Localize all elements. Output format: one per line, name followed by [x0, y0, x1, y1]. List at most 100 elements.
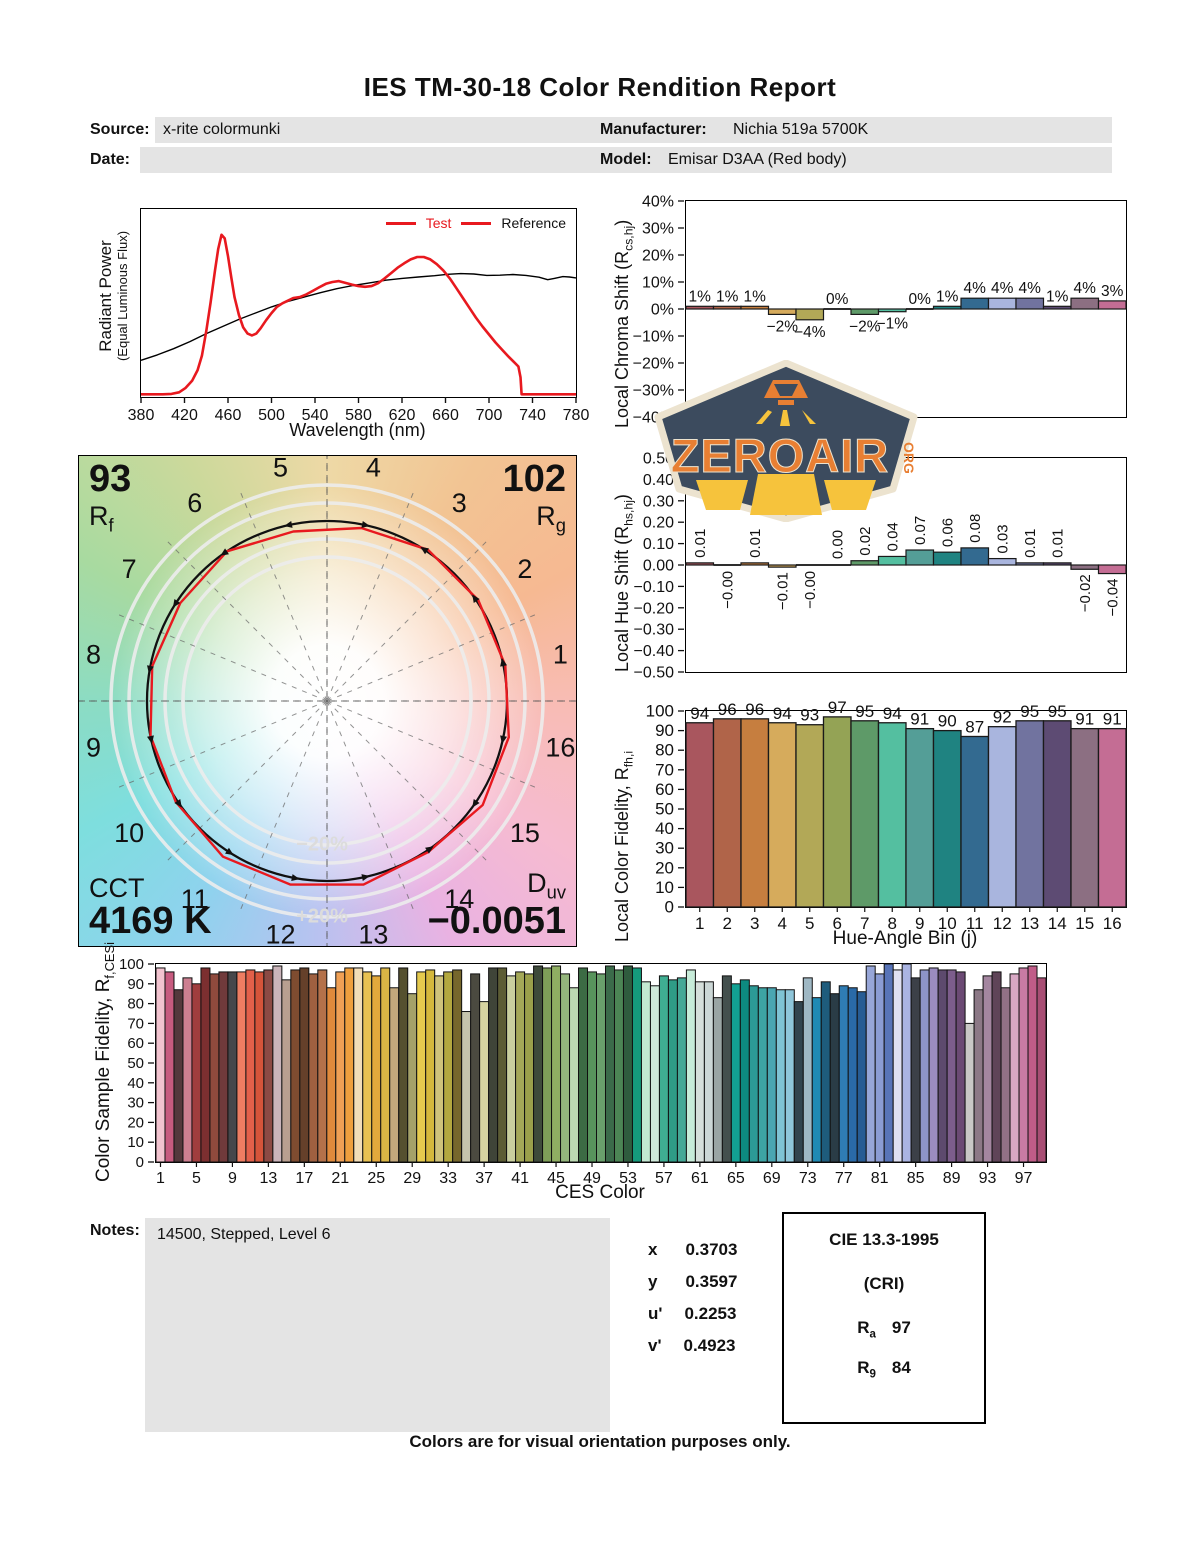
svg-text:460: 460 [215, 407, 242, 424]
local-fidelity-canvas: 1009080706050403020100941962963944935976… [646, 698, 1127, 933]
svg-text:1%: 1% [716, 288, 739, 305]
x-coordinate-row: x 0.3703 [648, 1240, 738, 1259]
svg-text:6: 6 [187, 488, 202, 518]
notes-label: Notes: [90, 1222, 140, 1239]
test-line-swatch [385, 221, 416, 225]
svg-text:80: 80 [655, 741, 674, 760]
cct-label: CCT [89, 872, 145, 903]
svg-text:37: 37 [475, 1170, 493, 1187]
zeroair-logo-text: ZEROAIR [671, 429, 890, 482]
svg-text:8: 8 [888, 914, 897, 933]
svg-text:69: 69 [763, 1170, 781, 1187]
notes-box: 14500, Stepped, Level 6 [145, 1218, 610, 1432]
ces-chart: 100 90 80 70 60 50 40 30 20 10 0 1 5 9 13 17 21 25 29 33 37 4… [119, 956, 1047, 1187]
svg-text:40: 40 [127, 1075, 144, 1092]
svg-text:16: 16 [1103, 914, 1122, 933]
svg-text:−0.50: −0.50 [634, 665, 675, 682]
svg-text:10: 10 [127, 1134, 144, 1151]
svg-text:45: 45 [547, 1170, 565, 1187]
hue-shift-chart: 0.50 0.40 0.30 0.20 0.10 0.00 −0.10 −0.20 −0.30−… [634, 451, 1127, 682]
svg-text:0%: 0% [651, 302, 674, 319]
rf-label: Rf [89, 501, 114, 536]
svg-text:85: 85 [907, 1170, 925, 1187]
svg-text:77: 77 [835, 1170, 853, 1187]
svg-text:−2%: −2% [767, 318, 799, 335]
chroma-shift-canvas: 40%30%20%10%0%−10%−20%−30%−40%1% 1% 1%−2%−… [633, 194, 1127, 427]
rg-value: 102 [502, 458, 566, 500]
source-label: Source: [90, 121, 150, 138]
cri-title: CIE 13.3-1995 [829, 1230, 939, 1249]
svg-text:91: 91 [910, 710, 929, 729]
svg-text:1%: 1% [936, 288, 959, 305]
date-value [140, 147, 741, 173]
svg-text:10%: 10% [642, 275, 674, 292]
rf-value: 93 [89, 458, 132, 500]
rg-label: Rg [536, 501, 566, 536]
svg-text:0.01: 0.01 [747, 529, 764, 558]
svg-text:12: 12 [266, 919, 296, 946]
manufacturer-value: Nichia 519a 5700K [725, 117, 1112, 143]
footer-disclaimer: Colors are for visual orientation purpos… [409, 1432, 791, 1451]
svg-text:3: 3 [750, 914, 759, 933]
svg-text:2: 2 [723, 914, 732, 933]
cct-value: 4169 K [89, 900, 212, 942]
svg-text:57: 57 [655, 1170, 673, 1187]
ces-x-axis-label: CES Color [555, 1182, 645, 1203]
svg-text:53: 53 [619, 1170, 637, 1187]
hue-shift-canvas: 0.500.400.300.200.100.00−0.10−0.20−0.30−… [634, 451, 1127, 682]
svg-text:0.01: 0.01 [1022, 529, 1039, 558]
svg-text:0.40: 0.40 [643, 472, 674, 489]
svg-text:41: 41 [511, 1170, 529, 1187]
svg-text:0%: 0% [826, 291, 849, 308]
svg-text:13: 13 [358, 919, 388, 946]
svg-text:10: 10 [655, 878, 674, 897]
svg-text:20: 20 [655, 858, 674, 877]
spd-x-axis-label: Wavelength (nm) [289, 420, 426, 440]
svg-text:40%: 40% [642, 194, 674, 211]
svg-text:5: 5 [273, 456, 288, 483]
date-label: Date: [90, 151, 131, 168]
svg-text:30: 30 [127, 1095, 144, 1112]
svg-text:20: 20 [127, 1114, 144, 1131]
plus-20-ring-label: +20% [296, 905, 348, 928]
legend-reference-label: Reference [501, 215, 566, 231]
svg-text:3: 3 [452, 488, 467, 518]
svg-text:15: 15 [1075, 914, 1094, 933]
svg-text:80: 80 [127, 996, 144, 1013]
svg-text:21: 21 [331, 1170, 349, 1187]
svg-text:540: 540 [302, 407, 329, 424]
svg-text:8: 8 [86, 640, 101, 670]
local-fidelity-x-axis-label: Hue-Angle Bin (j) [832, 928, 978, 949]
svg-text:5: 5 [805, 914, 814, 933]
color-vector-graphic: 1 2 3 4 5 6 7 8 9 10 11 12 13 14 15 16 93 Rf 102 Rg CCT… [78, 455, 577, 947]
svg-text:580: 580 [345, 407, 372, 424]
svg-text:0.02: 0.02 [857, 527, 874, 556]
svg-text:10: 10 [114, 818, 144, 848]
svg-text:89: 89 [943, 1170, 961, 1187]
svg-text:0.00: 0.00 [643, 558, 674, 575]
svg-text:60: 60 [655, 780, 674, 799]
svg-text:81: 81 [871, 1170, 889, 1187]
svg-text:1: 1 [695, 914, 704, 933]
svg-text:94: 94 [883, 704, 902, 723]
svg-text:0%: 0% [909, 291, 932, 308]
svg-text:660: 660 [432, 407, 459, 424]
svg-text:7: 7 [122, 554, 137, 584]
svg-text:61: 61 [691, 1170, 709, 1187]
svg-text:100: 100 [646, 702, 674, 721]
svg-text:−0.00: −0.00 [802, 571, 819, 609]
svg-text:−2%: −2% [849, 318, 881, 335]
svg-text:93: 93 [979, 1170, 997, 1187]
svg-text:0.20: 0.20 [643, 515, 674, 532]
local-fidelity-y-axis-label: Local Color Fidelity, Rfh,i [612, 750, 636, 942]
spd-chart: 380 420 460 500 540 580 620 660 700 740 780 Test R… [128, 208, 589, 424]
zeroair-logo: ZEROAIR ORG [654, 360, 918, 522]
svg-text:100: 100 [119, 956, 144, 973]
r9-row: R9 84 [857, 1358, 911, 1381]
spd-canvas: 380 420 460 500 540 580 620 660 700 740 780 [128, 233, 589, 424]
model-value: Emisar D3AA (Red body) [660, 147, 1112, 173]
svg-text:4%: 4% [1074, 280, 1097, 297]
svg-text:9: 9 [228, 1170, 237, 1187]
svg-text:−1%: −1% [877, 316, 909, 333]
